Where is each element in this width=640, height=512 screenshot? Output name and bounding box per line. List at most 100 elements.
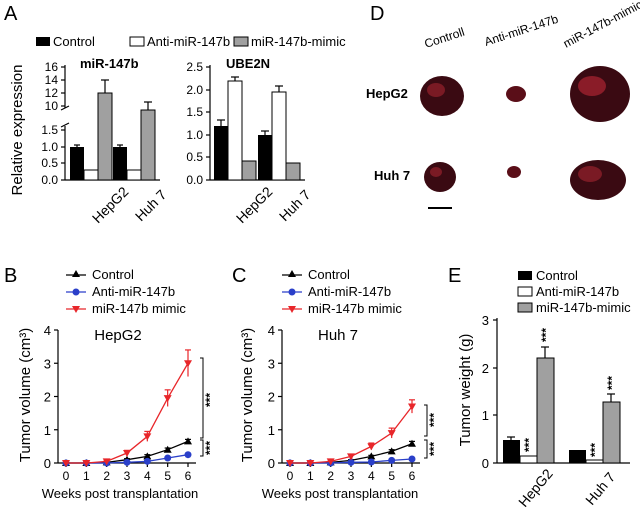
c-ytick: 3 (268, 356, 275, 371)
legend-b-control: Control (92, 267, 134, 282)
e-ytick: 3 (482, 313, 489, 328)
chart-c: Control Anti-miR-147b miR-147b mimic Huh… (239, 267, 441, 501)
c-point-0-5 (387, 447, 396, 455)
chart-a1: 16 14 12 10 1.5 1.0 0.5 0.0 miR-147b Hep… (41, 56, 169, 226)
c-point-2-5 (387, 430, 396, 438)
e-sig-hepg2-mimic: *** (539, 328, 553, 342)
e-ytick: 2 (482, 361, 489, 376)
a2-xcat-huh7: Huh 7 (276, 186, 314, 224)
b-xtick: 2 (103, 469, 110, 483)
panel-e-label: E (448, 265, 461, 287)
b-xtick: 6 (185, 469, 192, 483)
legend-c-anti: Anti-miR-147b (308, 284, 391, 299)
legend-e-control: Control (536, 268, 578, 283)
e-sig-hepg2-anti: *** (522, 438, 536, 452)
a1-ytick: 1.0 (41, 140, 58, 154)
legend-e-mimic: miR-147b-mimic (536, 300, 631, 315)
a2-ytick: 0.5 (186, 150, 203, 164)
a1-bar-hepg2-mimic (97, 92, 113, 181)
c-point-0-4 (367, 452, 376, 460)
c-ylabel: Tumor volume (cm³) (239, 328, 256, 462)
c-xtick: 5 (388, 469, 395, 483)
b-xtick: 0 (63, 469, 70, 483)
c-xtick: 3 (348, 469, 355, 483)
c-sig-upper: *** (427, 413, 441, 427)
c-bracket-upper (424, 404, 428, 437)
d-col-control: Controll (423, 25, 467, 51)
chart-e: Control Anti-miR-147b miR-147b-mimic Tum… (457, 268, 631, 510)
c-point-2-6 (408, 403, 416, 411)
b-ytick: 4 (44, 323, 51, 338)
e-bar-huh7-anti (585, 459, 604, 464)
a1-bar-huh7-mimic (140, 109, 156, 181)
b-xtick: 5 (164, 469, 171, 483)
e-sig-huh7-mimic: *** (605, 376, 619, 390)
b-bracket-lower (200, 439, 204, 457)
c-point-2-2 (326, 458, 335, 466)
e-bar-hepg2-anti (519, 455, 538, 464)
tumor-photo: Controll Anti-miR-147b miR-147b-mimic He… (366, 0, 640, 222)
tumor-huh7-control (424, 162, 456, 192)
a1-ytick: 0.0 (41, 173, 58, 187)
a2-bar-hepg2-mimic (241, 160, 257, 181)
a2-bar-hepg2-anti (227, 80, 243, 181)
panel-a-ylabel: Relative expression (9, 65, 26, 196)
a2-bar-hepg2-control (214, 126, 228, 180)
c-ytick: 0 (268, 456, 275, 471)
a2-bar-huh7-control (258, 135, 272, 180)
e-bar-huh7-control (569, 450, 586, 463)
a1-bar-hepg2-anti (83, 169, 99, 181)
legend-b-control-marker (72, 270, 80, 277)
b-ytick: 0 (44, 456, 51, 471)
b-point-2-5 (163, 395, 172, 403)
d-col-anti: Anti-miR-147b (483, 12, 561, 49)
b-title: HepG2 (94, 327, 142, 344)
c-xtick: 0 (287, 469, 294, 483)
legend-c-control: Control (308, 267, 350, 282)
a1-break-mark (60, 122, 70, 128)
a1-break-mark (60, 105, 70, 111)
legend-c-control-marker (288, 270, 296, 277)
a2-ytick: 0.0 (186, 173, 203, 187)
a2-ytick: 2.0 (186, 83, 203, 97)
legend-e-anti: Anti-miR-147b (536, 284, 619, 299)
d-row-hepg2: HepG2 (366, 86, 408, 101)
b-point-2-0 (62, 460, 70, 467)
c-xtick: 4 (368, 469, 375, 483)
c-point-1-3 (347, 458, 355, 466)
e-ylabel: Tumor weight (g) (457, 334, 474, 447)
a1-ytick: 16 (45, 60, 59, 74)
a1-ytick: 0.5 (41, 156, 58, 170)
b-ytick: 3 (44, 356, 51, 371)
chart-a2: 2.5 2.0 1.5 1.0 0.5 0.0 UBE2N HepG2 Huh … (186, 56, 313, 226)
b-point-0-6 (184, 437, 192, 445)
e-xcat-huh7: Huh 7 (582, 469, 618, 508)
a2-ytick: 1.5 (186, 105, 203, 119)
tumor-huh7-anti (507, 166, 521, 178)
b-point-2-1 (82, 460, 91, 467)
legend-a-anti-swatch (129, 36, 145, 47)
c-title: Huh 7 (318, 327, 358, 344)
legend-b-mimic: miR-147b mimic (92, 301, 186, 316)
legend-e-control-swatch (518, 271, 532, 280)
c-ytick: 4 (268, 323, 275, 338)
e-bar-hepg2-mimic (536, 357, 555, 464)
b-point-2-4 (143, 433, 152, 441)
legend-e-mimic-swatch (517, 302, 533, 313)
a2-bar-huh7-anti (271, 91, 287, 181)
b-point-2-6 (184, 360, 192, 368)
b-point-0-4 (143, 452, 152, 460)
legend-b-anti: Anti-miR-147b (92, 284, 175, 299)
e-ytick: 1 (482, 408, 489, 423)
b-point-0-5 (163, 445, 172, 453)
c-sig-lower: *** (427, 442, 441, 456)
c-ytick: 1 (268, 423, 275, 438)
legend-a-anti: Anti-miR-147b (147, 34, 230, 49)
c-point-2-0 (286, 460, 294, 467)
b-sig-upper: *** (203, 393, 217, 407)
b-point-1-3 (123, 458, 131, 466)
c-point-1-4 (367, 458, 375, 466)
legend-c-mimic: miR-147b mimic (308, 301, 402, 316)
d-col-mimic: miR-147b-mimic (561, 0, 640, 51)
b-sig-lower: *** (203, 441, 217, 455)
